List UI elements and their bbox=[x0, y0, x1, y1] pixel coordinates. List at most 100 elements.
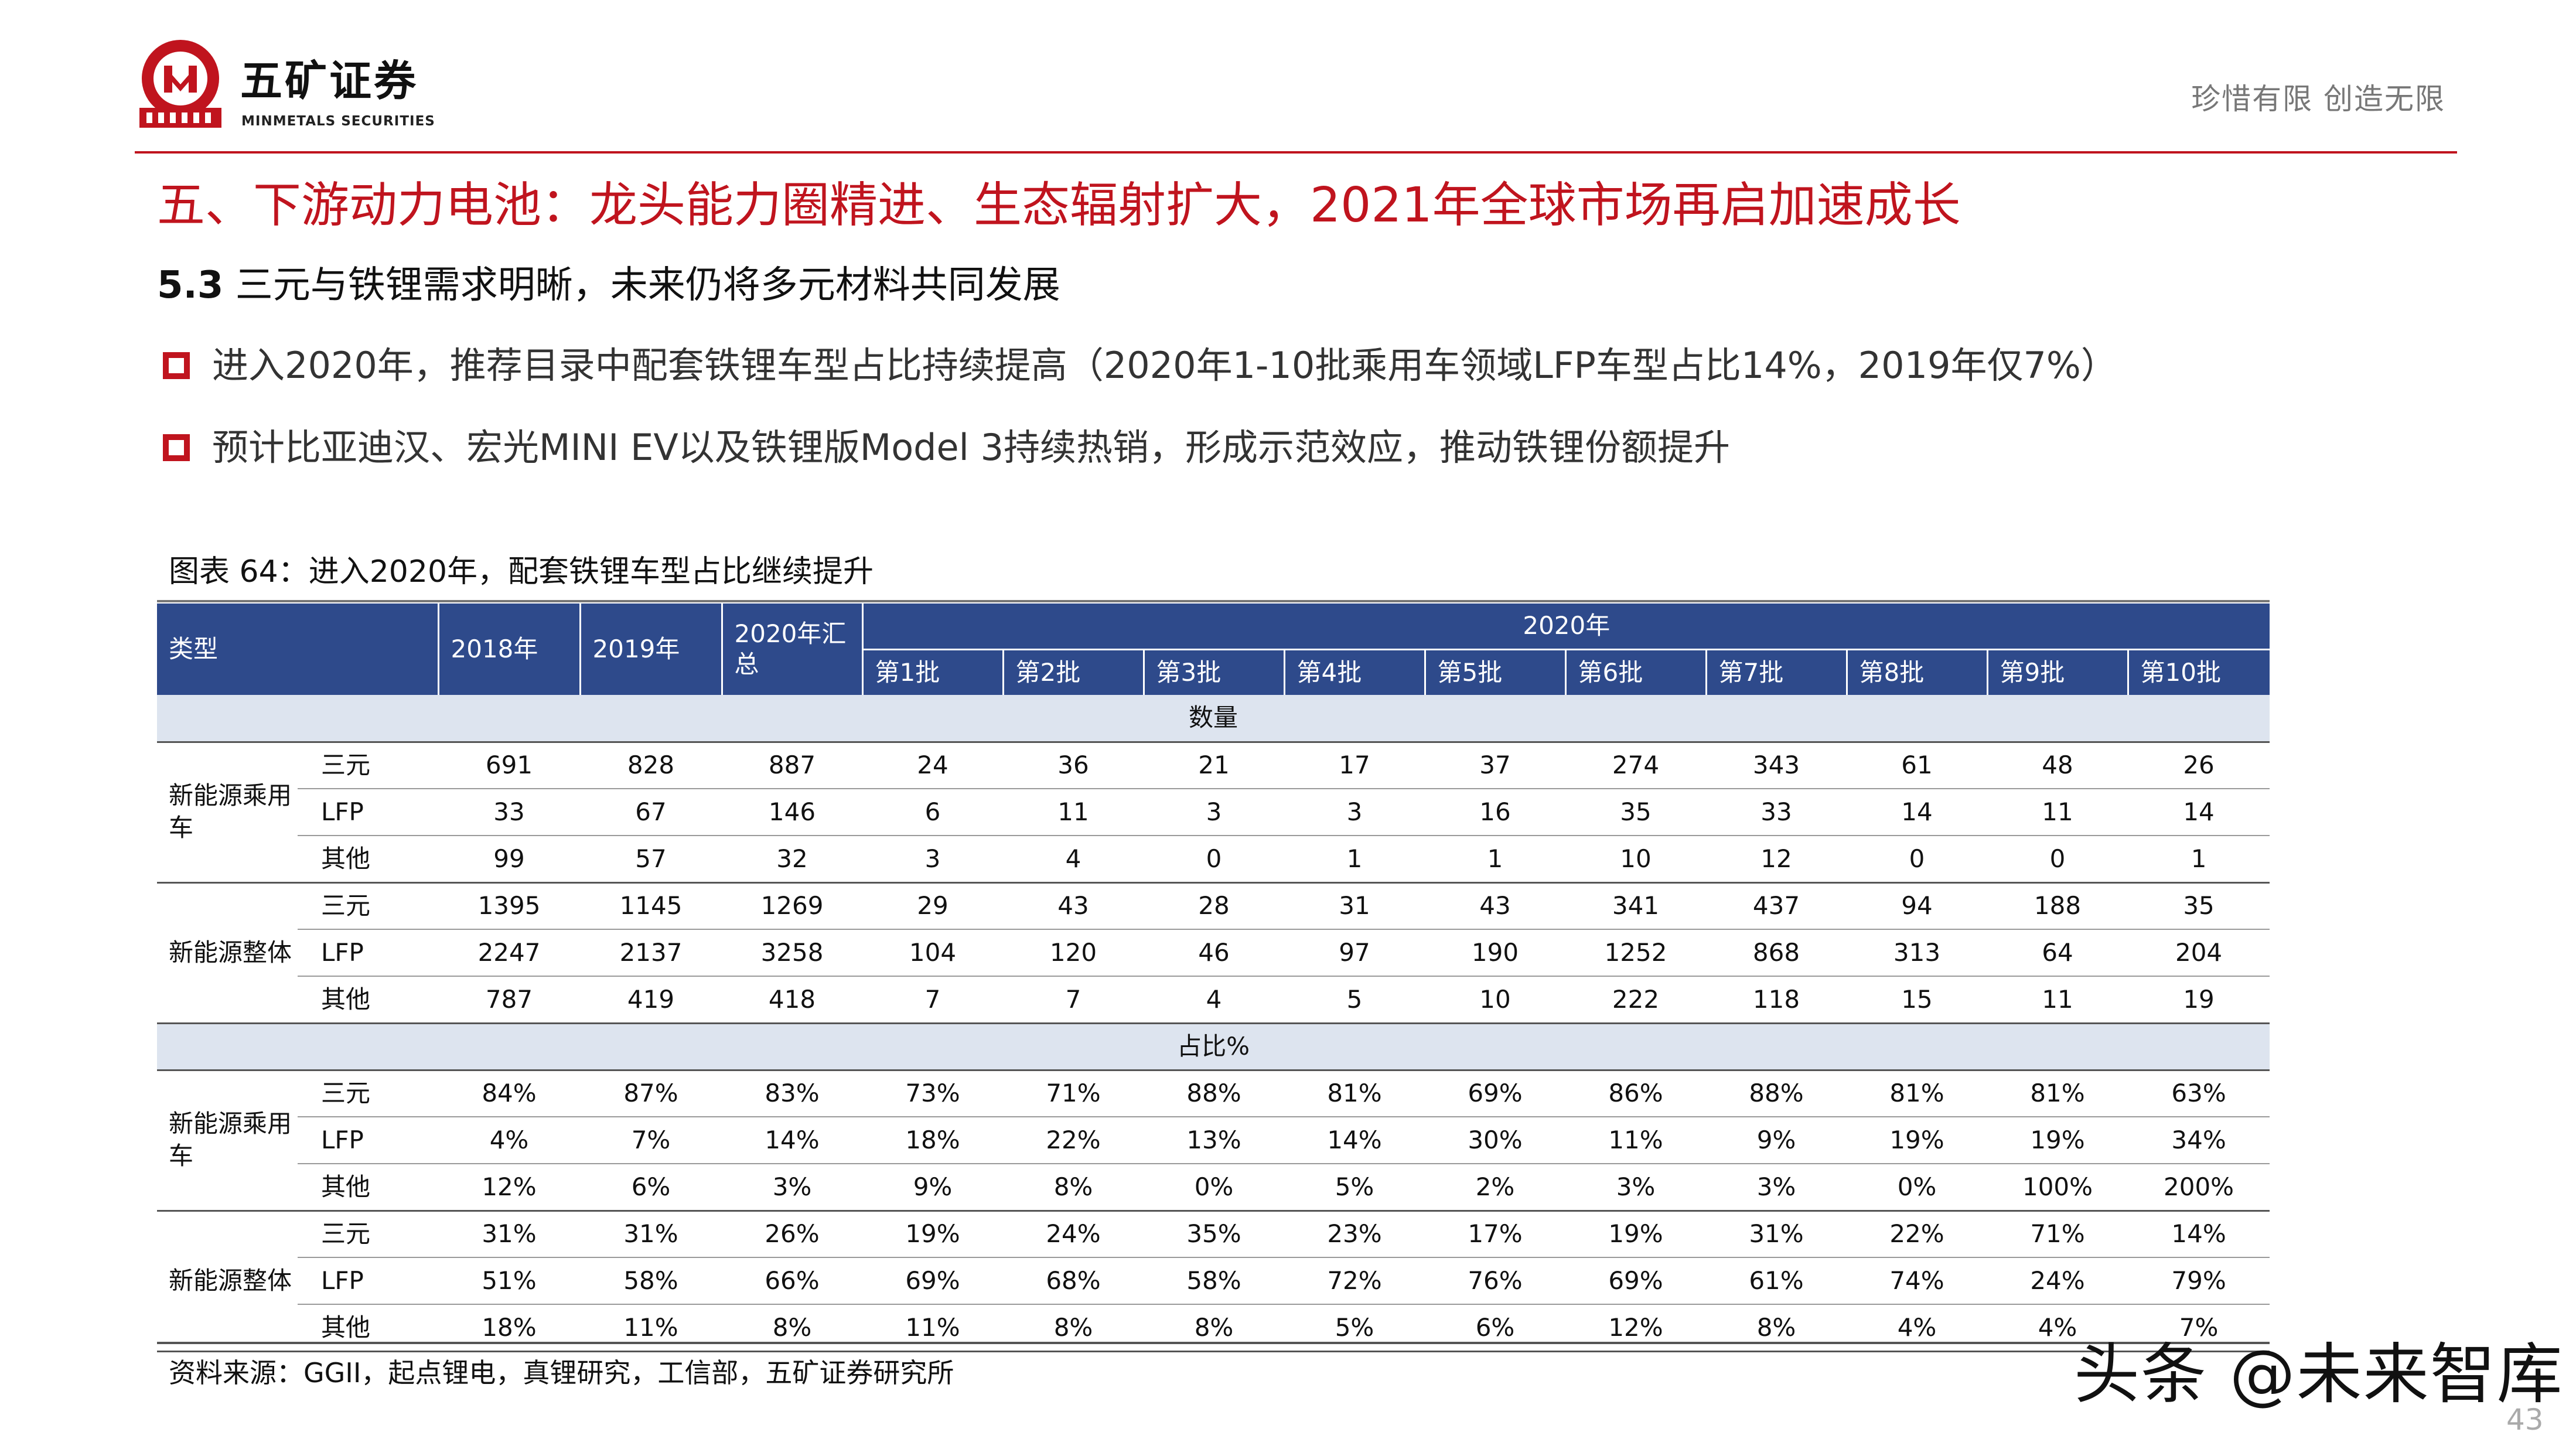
table-cell: 0% bbox=[1847, 1164, 1988, 1212]
table-cell: 19% bbox=[862, 1211, 1004, 1258]
header-2020-total: 2020年汇总 bbox=[722, 604, 864, 695]
table-cell: 19% bbox=[1565, 1211, 1707, 1258]
table-cell: 3 bbox=[1144, 789, 1285, 836]
table-cell: 120 bbox=[1003, 929, 1144, 977]
minmetals-logo-icon bbox=[139, 40, 221, 128]
table-cell: 99 bbox=[438, 836, 581, 884]
table-cell: 18% bbox=[862, 1117, 1004, 1164]
table-cell: 204 bbox=[2128, 929, 2270, 977]
section-row: 数量 bbox=[157, 695, 2270, 743]
table-cell: 24 bbox=[862, 742, 1004, 789]
table-cell: 63% bbox=[2128, 1070, 2270, 1117]
table-cell: 81% bbox=[1987, 1070, 2128, 1117]
page-title: 五、下游动力电池：龙头能力圈精进、生态辐射扩大，2021年全球市场再启加速成长 bbox=[157, 178, 1961, 233]
table-cell: 81% bbox=[1847, 1070, 1988, 1117]
group-label: 新能源整体 bbox=[157, 1211, 298, 1352]
table-row: LFP 4% 7% 14% 18% 22% 13% 14% 30% 11% 9% 19% 19% 34% bbox=[157, 1117, 2270, 1164]
table-cell: 33 bbox=[1706, 789, 1847, 836]
header-2019: 2019年 bbox=[580, 604, 723, 695]
table-cell: 35% bbox=[1144, 1211, 1285, 1258]
table-cell: 72% bbox=[1284, 1257, 1425, 1305]
table-cell: 71% bbox=[1003, 1070, 1144, 1117]
table-cell: 81% bbox=[1284, 1070, 1425, 1117]
brand-name-en: MINMETALS SECURITIES bbox=[241, 114, 435, 129]
table-row: 其他 18% 11% 8% 11% 8% 8% 5% 6% 12% 8% 4% 4% 7% bbox=[157, 1304, 2270, 1352]
header-batch: 第5批 bbox=[1425, 649, 1567, 695]
table-cell: 68% bbox=[1003, 1257, 1144, 1305]
header-divider bbox=[135, 151, 2457, 154]
header-batch: 第4批 bbox=[1284, 649, 1426, 695]
table-cell: 11% bbox=[862, 1304, 1004, 1352]
header-batch: 第9批 bbox=[1987, 649, 2129, 695]
table-cell: 5 bbox=[1284, 976, 1425, 1024]
table-cell: 31 bbox=[1284, 882, 1425, 930]
table-cell: 23% bbox=[1284, 1211, 1425, 1258]
table-cell: 61 bbox=[1847, 742, 1988, 789]
table-cell: 29 bbox=[862, 882, 1004, 930]
table-cell: 94 bbox=[1847, 882, 1988, 930]
table-cell: 33 bbox=[438, 789, 581, 836]
header-type: 类型 bbox=[157, 604, 439, 695]
table-cell: 24% bbox=[1987, 1257, 2128, 1305]
caption-divider bbox=[157, 600, 2270, 602]
table-cell: 104 bbox=[862, 929, 1004, 977]
table-cell: 11 bbox=[1003, 789, 1144, 836]
watermark: 头条 @未来智库 bbox=[2074, 1337, 2564, 1413]
page-number: 43 bbox=[2506, 1403, 2544, 1437]
table-cell: 74% bbox=[1847, 1257, 1988, 1305]
row-label: 其他 bbox=[298, 976, 439, 1024]
table-cell: 88% bbox=[1144, 1070, 1285, 1117]
table-cell: 97 bbox=[1284, 929, 1425, 977]
row-label: LFP bbox=[298, 789, 439, 836]
table-cell: 4 bbox=[1003, 836, 1144, 884]
table-cell: 0 bbox=[1144, 836, 1285, 884]
table-cell: 31% bbox=[580, 1211, 722, 1258]
table-cell: 6% bbox=[580, 1164, 722, 1212]
table-cell: 437 bbox=[1706, 882, 1847, 930]
table-cell: 79% bbox=[2128, 1257, 2270, 1305]
table-cell: 35 bbox=[2128, 882, 2270, 930]
row-label: 三元 bbox=[298, 882, 439, 930]
table-row: 新能源整体 三元 1395 1145 1269 29 43 28 31 43 341 437 94 188… bbox=[157, 882, 2270, 1024]
table-row: 新能源乘用车 三元 84% 87% 83% 73% 71% 88% 81% 69% 86% 88% 81… bbox=[157, 1070, 2270, 1212]
table-cell: 1 bbox=[1284, 836, 1425, 884]
table-cell: 30% bbox=[1425, 1117, 1566, 1164]
section-label: 数量 bbox=[157, 695, 2270, 743]
table-cell: 88% bbox=[1706, 1070, 1847, 1117]
table-cell: 691 bbox=[438, 742, 581, 789]
table-cell: 190 bbox=[1425, 929, 1566, 977]
table-cell: 58% bbox=[580, 1257, 722, 1305]
table-cell: 9% bbox=[1706, 1117, 1847, 1164]
table-cell: 6% bbox=[1425, 1304, 1566, 1352]
table-cell: 0 bbox=[1987, 836, 2128, 884]
table-cell: 46 bbox=[1144, 929, 1285, 977]
table-cell: 67 bbox=[580, 789, 722, 836]
table-cell: 4% bbox=[1847, 1304, 1988, 1352]
table-cell: 73% bbox=[862, 1070, 1004, 1117]
table-cell: 1269 bbox=[722, 882, 863, 930]
table-cell: 10 bbox=[1425, 976, 1566, 1024]
source-note: 资料来源：GGII，起点锂电，真锂研究，工信部，五矿证券研究所 bbox=[169, 1357, 954, 1389]
table-cell: 7% bbox=[580, 1117, 722, 1164]
table-cell: 3% bbox=[1706, 1164, 1847, 1212]
header-batch: 第6批 bbox=[1565, 649, 1707, 695]
table-cell: 14% bbox=[722, 1117, 863, 1164]
table-cell: 14% bbox=[2128, 1211, 2270, 1258]
bullet-square-icon bbox=[163, 352, 190, 379]
table-cell: 5% bbox=[1284, 1304, 1425, 1352]
table-cell: 14% bbox=[1284, 1117, 1425, 1164]
table-cell: 26 bbox=[2128, 742, 2270, 789]
section-subtitle-text: 三元与铁锂需求明晰，未来仍将多元材料共同发展 bbox=[223, 264, 1060, 307]
row-label: 其他 bbox=[298, 1164, 439, 1212]
table-cell: 3% bbox=[722, 1164, 863, 1212]
table-row: LFP 51% 58% 66% 69% 68% 58% 72% 76% 69% 61% 74% 24% 7… bbox=[157, 1257, 2270, 1305]
table-cell: 71% bbox=[1987, 1211, 2128, 1258]
table-cell: 35 bbox=[1565, 789, 1707, 836]
table-cell: 11 bbox=[1987, 789, 2128, 836]
table-cell: 6 bbox=[862, 789, 1004, 836]
table-cell: 3% bbox=[1565, 1164, 1707, 1212]
table-cell: 83% bbox=[722, 1070, 863, 1117]
table-cell: 19 bbox=[2128, 976, 2270, 1024]
table-cell: 2% bbox=[1425, 1164, 1566, 1212]
table-cell: 200% bbox=[2128, 1164, 2270, 1212]
